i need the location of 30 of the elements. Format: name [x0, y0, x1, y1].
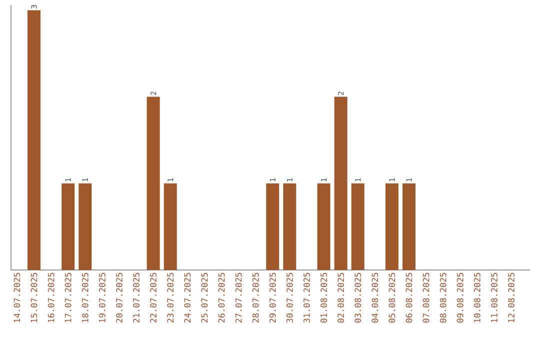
x-tick-label: 10.08.2025	[474, 272, 480, 322]
x-tick-label: 24.07.2025	[184, 272, 191, 323]
x-tick-label: 12.08.2025	[508, 272, 514, 322]
x-tick-label: 08.08.2025	[440, 272, 446, 323]
x-tick-label: 14.07.2025	[14, 272, 20, 322]
x-tick-label: 25.07.2025	[201, 272, 208, 323]
x-tick-label: 26.07.2025	[218, 272, 225, 323]
x-tick-label: 31.07.2025	[304, 272, 310, 323]
x-tick-label: 01.08.2025	[320, 272, 327, 323]
x-tick-label: 29.07.2025	[269, 272, 276, 323]
x-tick-label: 19.07.2025	[98, 272, 106, 322]
x-tick-label: 17.07.2025	[64, 272, 72, 322]
x-tick-label: 15.07.2025	[30, 272, 38, 322]
x-tick-label: 04.08.2025	[372, 272, 378, 323]
x-tick-label: 30.07.2025	[286, 272, 293, 323]
x-tick-label: 07.08.2025	[422, 272, 430, 323]
x-tick-label: 18.07.2025	[82, 272, 88, 322]
x-tick-label: 03.08.2025	[354, 272, 362, 323]
x-tick-label: 09.08.2025	[456, 272, 464, 323]
x-tick-label: 02.08.2025	[338, 272, 344, 323]
x-tick-label: 22.07.2025	[150, 272, 157, 323]
x-tick-label: 06.08.2025	[406, 272, 412, 323]
x-tick-label: 27.07.2025	[235, 272, 242, 323]
x-tick-label: 05.08.2025	[388, 272, 396, 323]
x-tick-label: 20.07.2025	[116, 272, 122, 323]
x-tick-label: 21.07.2025	[133, 272, 140, 323]
x-tick-label: 23.07.2025	[167, 272, 174, 323]
x-tick-label: 11.08.2025	[491, 272, 498, 322]
x-tick-label: 28.07.2025	[252, 272, 259, 323]
x-tick-label: 16.07.2025	[48, 272, 54, 322]
